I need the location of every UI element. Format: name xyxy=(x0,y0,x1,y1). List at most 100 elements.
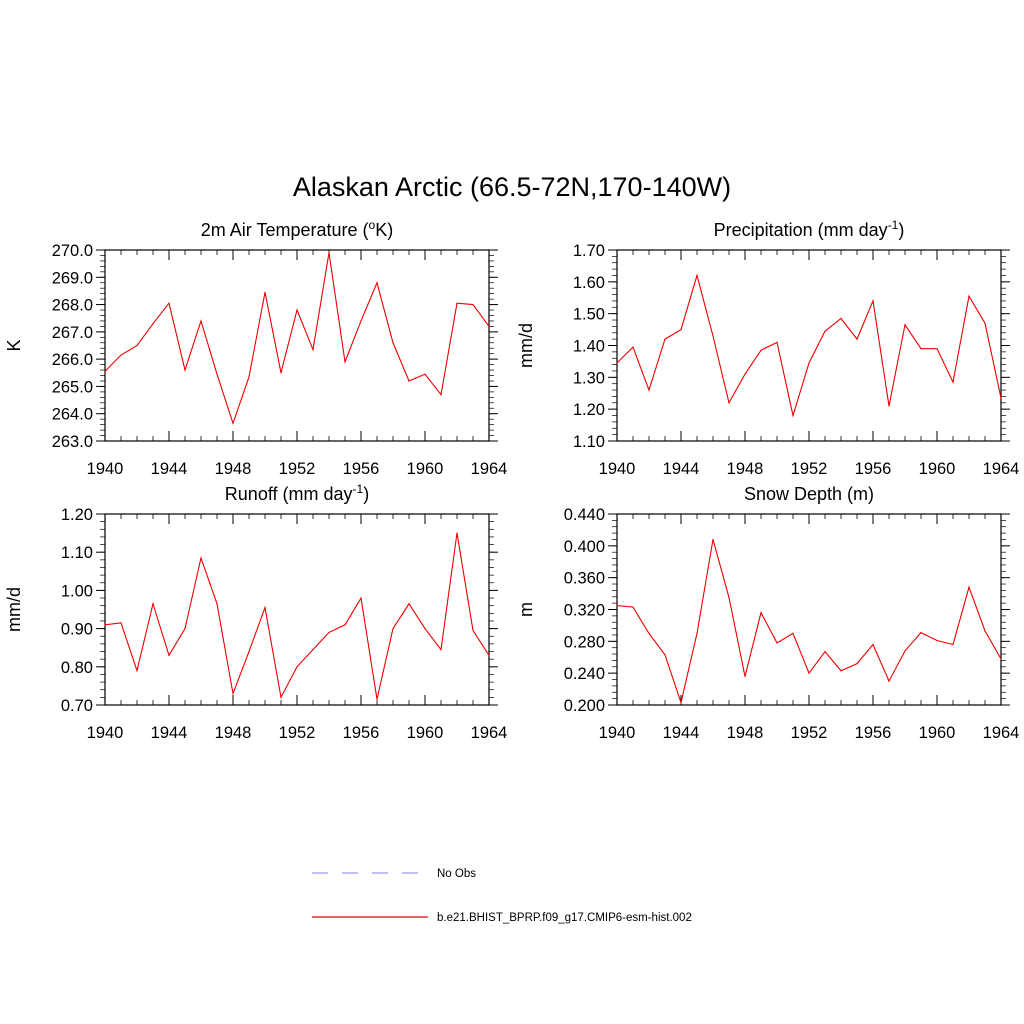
snow-depth-data-point xyxy=(632,606,634,608)
runoff-data-point xyxy=(232,692,234,695)
precipitation-title: Precipitation (mm day-1) xyxy=(714,218,905,240)
snow-depth-data-point xyxy=(760,612,762,614)
snow-depth-ytick-label: 0.440 xyxy=(564,506,605,524)
precipitation-data-point xyxy=(904,324,906,326)
runoff-series-line xyxy=(104,533,490,700)
precipitation-data-point xyxy=(648,389,650,391)
runoff-data-point xyxy=(264,606,266,609)
air-temperature-data-point xyxy=(392,342,394,344)
precipitation-xtick-label: 1944 xyxy=(663,460,700,478)
snow-depth-xtick-label: 1960 xyxy=(919,724,956,742)
air-temperature-data-point xyxy=(456,302,458,304)
precipitation-ytick-label: 1.40 xyxy=(573,338,605,356)
runoff-xtick-label: 1964 xyxy=(471,724,508,742)
snow-depth-data-point xyxy=(968,586,970,588)
snow-depth-data-point xyxy=(840,670,842,672)
snow-depth-ytick-label: 0.400 xyxy=(564,538,605,556)
air-temperature-data-point xyxy=(184,369,186,371)
air-temperature-data-point xyxy=(424,373,426,375)
air-temperature-ytick-label: 265.0 xyxy=(52,378,93,396)
runoff-data-point xyxy=(184,628,186,630)
precipitation-data-point xyxy=(712,335,714,337)
air-temperature-xtick-label: 1940 xyxy=(87,460,124,478)
runoff-ytick-label: 1.00 xyxy=(61,582,93,600)
air-temperature-ytick-label: 264.0 xyxy=(52,406,93,424)
runoff-ytick-label: 0.90 xyxy=(61,621,93,639)
legend: No Obs b.e21.BHIST_BPRP.f09_g17.CMIP6-es… xyxy=(312,868,692,924)
snow-depth-data-point xyxy=(808,672,810,674)
snow-depth-data-point xyxy=(792,632,794,634)
runoff-data-point xyxy=(120,622,122,624)
snow-depth-xtick-label: 1940 xyxy=(599,724,636,742)
air-temperature-data-point xyxy=(296,309,298,311)
runoff-data-point xyxy=(472,629,474,632)
air-temperature-data-point xyxy=(264,291,266,293)
precipitation-data-point xyxy=(888,405,890,407)
air-temperature-data-point xyxy=(376,282,378,284)
snow-depth-data-point xyxy=(984,630,986,632)
snow-depth-xtick-label: 1944 xyxy=(663,724,700,742)
snow-depth-data-point xyxy=(696,632,698,634)
snow-depth-data-point xyxy=(856,663,858,665)
precipitation-xtick-label: 1960 xyxy=(919,460,956,478)
air-temperature-data-point xyxy=(280,372,282,374)
legend-label-model: b.e21.BHIST_BPRP.f09_g17.CMIP6-esm-hist.… xyxy=(437,912,692,924)
runoff-ytick-label: 1.10 xyxy=(61,544,93,562)
runoff-xtick-label: 1952 xyxy=(279,724,316,742)
air-temperature-data-point xyxy=(472,303,474,306)
snow-depth-data-point xyxy=(712,538,714,541)
precipitation-data-point xyxy=(744,373,746,375)
snow-depth-data-point xyxy=(616,604,618,607)
precipitation-ylabel: mm/d xyxy=(516,323,536,368)
snow-depth-xtick-label: 1964 xyxy=(983,724,1020,742)
air-temperature-data-point xyxy=(312,348,314,351)
air-temperature-xtick-label: 1956 xyxy=(343,460,380,478)
snow-depth-data-point xyxy=(728,596,730,599)
runoff-data-point xyxy=(456,532,458,534)
snow-depth-data-point xyxy=(920,631,922,634)
snow-depth-ytick-label: 0.320 xyxy=(564,602,605,620)
precipitation-series-line xyxy=(616,273,1002,418)
runoff-data-point xyxy=(136,670,138,672)
precipitation-data-point xyxy=(824,330,826,332)
runoff-data-point xyxy=(312,649,314,651)
snow-depth-title: Snow Depth (m) xyxy=(744,484,874,504)
runoff-ytick-label: 0.80 xyxy=(61,659,93,677)
snow-depth-ytick-label: 0.280 xyxy=(564,633,605,651)
air-temperature-ytick-label: 270.0 xyxy=(52,242,93,260)
precipitation-ytick-label: 1.60 xyxy=(573,274,605,292)
precipitation-frame xyxy=(616,249,1002,442)
runoff-xtick-label: 1940 xyxy=(87,724,124,742)
runoff-data-point xyxy=(296,666,298,668)
air-temperature-data-point xyxy=(328,252,330,254)
air-temperature-frame xyxy=(104,249,490,442)
air-temperature-data-point xyxy=(120,354,122,356)
runoff-frame xyxy=(104,513,490,706)
precipitation-data-point xyxy=(792,414,794,417)
runoff-ylabel: mm/d xyxy=(4,587,24,632)
air-temperature-xtick-label: 1964 xyxy=(471,460,508,478)
precipitation-ytick-label: 1.10 xyxy=(573,433,605,451)
precipitation-data-point xyxy=(808,362,810,364)
legend-label-no-obs: No Obs xyxy=(437,868,476,880)
figure-title: Alaskan Arctic (66.5-72N,170-140W) xyxy=(293,172,731,202)
air-temperature-ytick-label: 266.0 xyxy=(52,351,93,369)
snow-depth-data-point xyxy=(824,651,826,653)
precipitation-data-point xyxy=(872,300,874,302)
runoff-data-point xyxy=(408,603,410,605)
panel-snow-depth: 1940 1944 1948 1952 1956 1960 1964 0.200 0.240 0.… xyxy=(516,484,1019,742)
runoff-xtick-label: 1960 xyxy=(407,724,444,742)
air-temperature-series-line xyxy=(104,252,490,425)
runoff-data-point xyxy=(344,624,346,626)
runoff-data-point xyxy=(328,631,330,634)
snow-depth-data-point xyxy=(1000,658,1002,660)
air-temperature-ytick-label: 268.0 xyxy=(52,297,93,315)
runoff-data-point xyxy=(392,628,394,630)
precipitation-data-point xyxy=(680,328,682,331)
precipitation-xtick-label: 1948 xyxy=(727,460,764,478)
air-temperature-data-point xyxy=(152,323,154,325)
air-temperature-ytick-label: 269.0 xyxy=(52,269,93,287)
precipitation-ytick-label: 1.30 xyxy=(573,369,605,387)
precipitation-ytick-label: 1.70 xyxy=(573,242,605,260)
air-temperature-ytick-label: 263.0 xyxy=(52,433,93,451)
